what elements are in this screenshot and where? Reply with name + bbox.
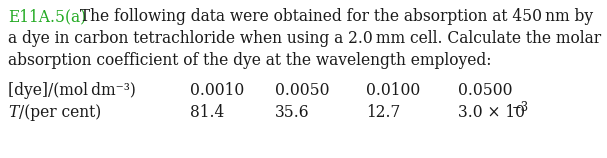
Text: 0.0500: 0.0500 [458,82,512,99]
Text: 35.6: 35.6 [275,104,310,121]
Text: −3: −3 [512,101,529,114]
Text: absorption coefficient of the dye at the wavelength employed:: absorption coefficient of the dye at the… [8,52,492,69]
Text: 81.4: 81.4 [190,104,224,121]
Text: [dye]/(mol dm⁻³): [dye]/(mol dm⁻³) [8,82,136,99]
Text: 3.0 × 10: 3.0 × 10 [458,104,525,121]
Text: 0.0100: 0.0100 [366,82,420,99]
Text: 0.0050: 0.0050 [275,82,330,99]
Text: 12.7: 12.7 [366,104,400,121]
Text: T: T [8,104,18,121]
Text: /(per cent): /(per cent) [19,104,101,121]
Text: 0.0010: 0.0010 [190,82,244,99]
Text: E11A.5(a): E11A.5(a) [8,8,86,25]
Text: a dye in carbon tetrachloride when using a 2.0 mm cell. Calculate the molar: a dye in carbon tetrachloride when using… [8,30,601,47]
Text: The following data were obtained for the absorption at 450 nm by: The following data were obtained for the… [75,8,593,25]
